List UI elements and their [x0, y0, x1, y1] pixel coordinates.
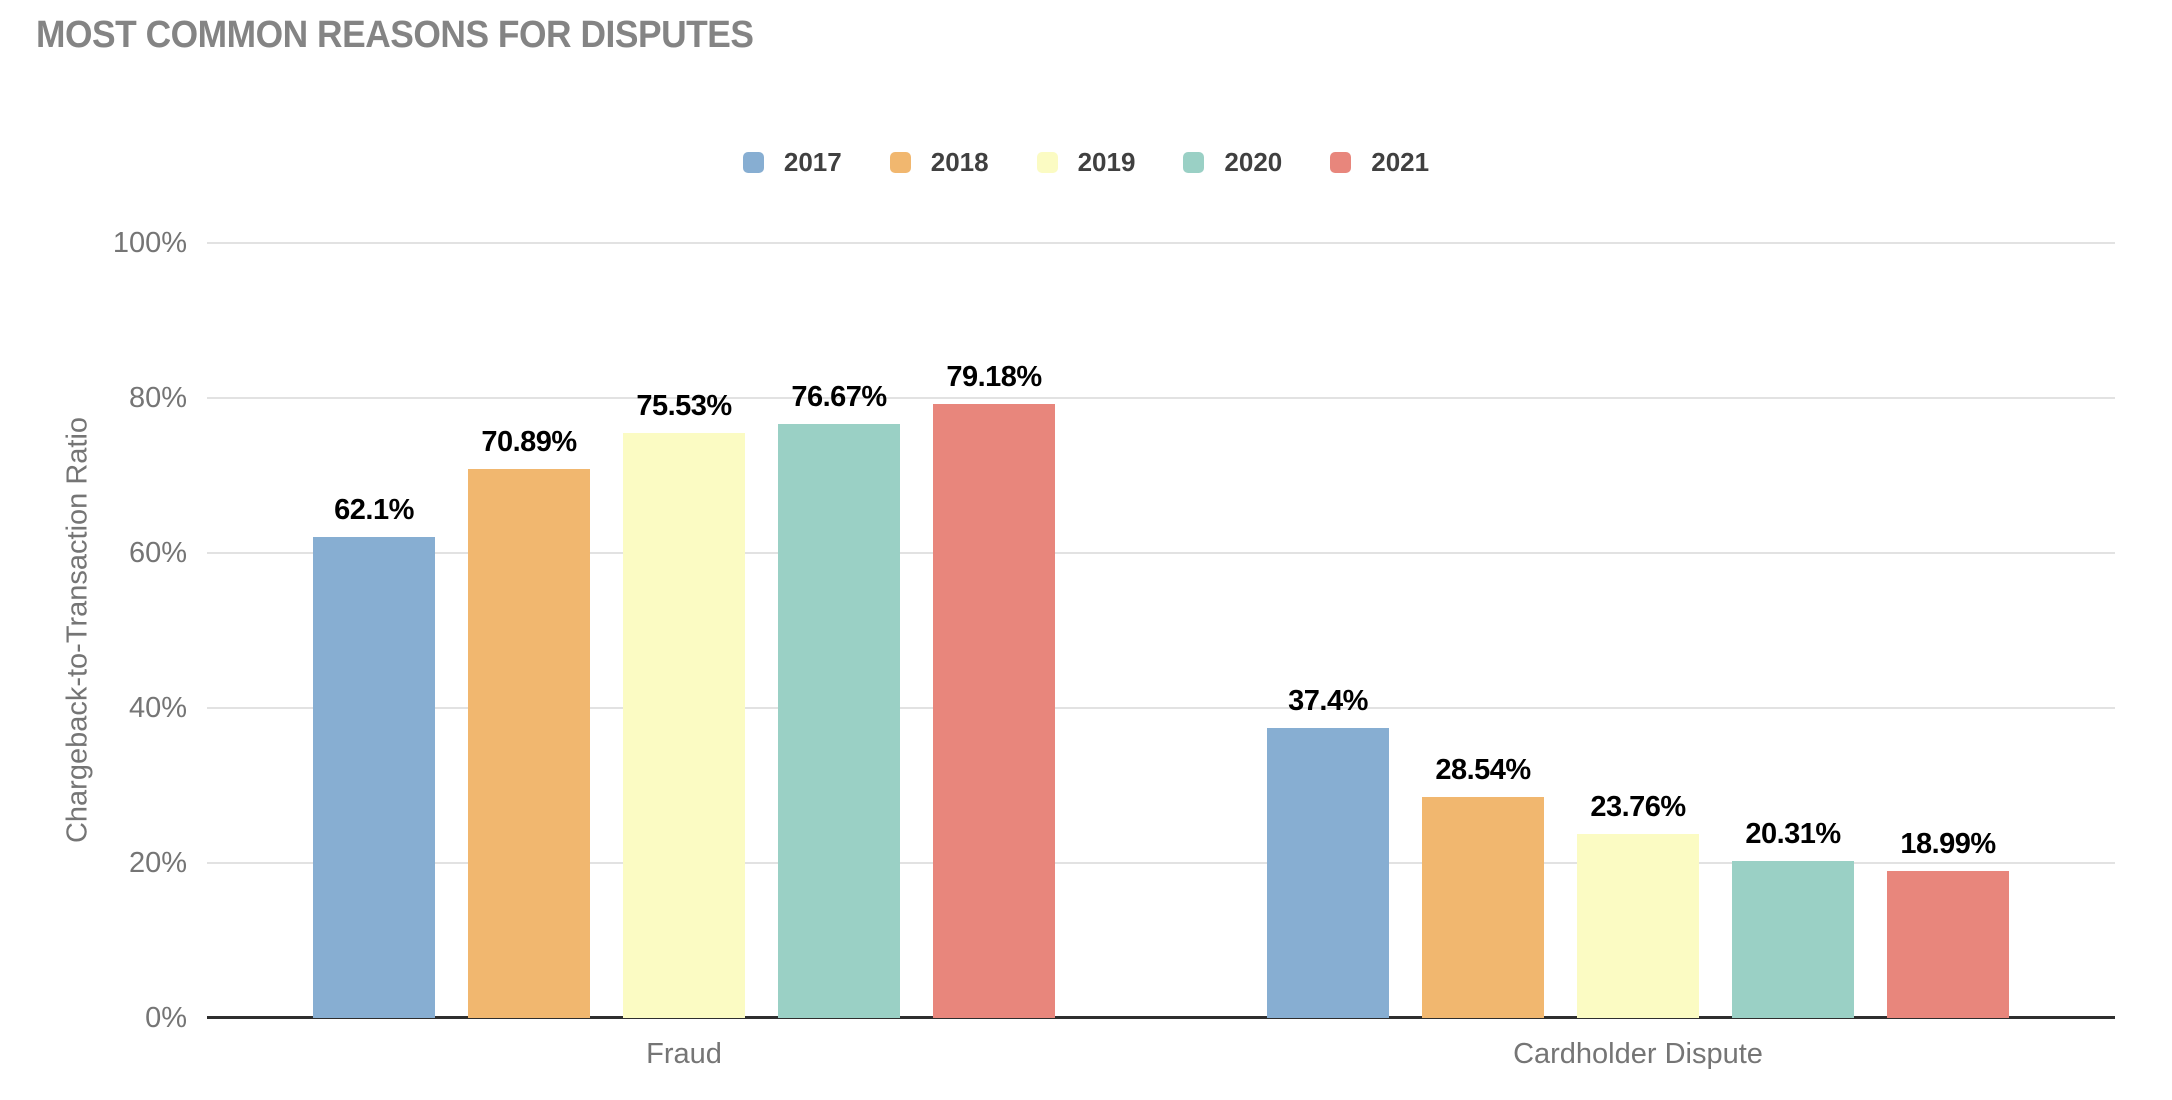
- bar-fraud-2018[interactable]: [468, 468, 590, 1018]
- bar-fraud-2019[interactable]: [623, 432, 745, 1018]
- bar-value-label-cardholder-dispute-2018: 28.54%: [1435, 753, 1531, 786]
- legend-item-label: 2018: [930, 147, 989, 177]
- legend-item-2017[interactable]: 2017: [742, 147, 842, 178]
- bar-cardholder-dispute-2020[interactable]: [1732, 860, 1854, 1018]
- legend-item-2020[interactable]: 2020: [1183, 147, 1282, 178]
- legend-swatch-icon: [1036, 152, 1058, 173]
- y-tick-label: 20%: [128, 847, 187, 879]
- bar-fraud-2020[interactable]: [778, 423, 900, 1018]
- legend-swatch-icon: [742, 152, 764, 173]
- y-axis-title: Chargeback-to-Transaction Ratio: [61, 416, 94, 844]
- bar-value-label-fraud-2020: 76.67%: [791, 380, 887, 413]
- bar-value-label-cardholder-dispute-2021: 18.99%: [1900, 827, 1996, 860]
- x-axis-line: [207, 1016, 2115, 1019]
- category-label-fraud: Fraud: [646, 1038, 722, 1070]
- legend-swatch-icon: [1183, 152, 1205, 173]
- gridline-100: [207, 242, 2115, 244]
- bar-value-label-cardholder-dispute-2020: 20.31%: [1745, 817, 1841, 850]
- gridline-80: [207, 397, 2115, 399]
- bar-value-label-cardholder-dispute-2019: 23.76%: [1590, 790, 1686, 823]
- y-tick-label: 80%: [128, 382, 187, 414]
- legend-swatch-icon: [889, 152, 911, 173]
- legend-item-2019[interactable]: 2019: [1036, 147, 1136, 178]
- bar-fraud-2021[interactable]: [933, 404, 1055, 1018]
- legend-item-label: 2021: [1371, 147, 1430, 177]
- bar-value-label-cardholder-dispute-2017: 37.4%: [1288, 685, 1368, 718]
- y-tick-label: 60%: [128, 537, 187, 569]
- bar-value-label-fraud-2019: 75.53%: [636, 389, 732, 422]
- legend-item-label: 2017: [783, 147, 842, 177]
- y-tick-label: 100%: [112, 227, 187, 259]
- legend-item-2021[interactable]: 2021: [1330, 147, 1429, 178]
- bar-fraud-2017[interactable]: [313, 536, 435, 1018]
- bar-value-label-fraud-2018: 70.89%: [481, 425, 577, 458]
- legend-swatch-icon: [1330, 152, 1352, 173]
- y-tick-label: 0%: [145, 1002, 187, 1034]
- bar-cardholder-dispute-2019[interactable]: [1577, 833, 1699, 1018]
- bar-value-label-fraud-2017: 62.1%: [334, 493, 414, 526]
- legend-item-2018[interactable]: 2018: [889, 147, 989, 178]
- y-tick-label: 40%: [128, 692, 187, 724]
- gridline-60: [207, 552, 2115, 554]
- category-label-cardholder-dispute: Cardholder Dispute: [1513, 1038, 1763, 1070]
- gridline-40: [207, 707, 2115, 709]
- gridline-20: [207, 862, 2115, 864]
- bar-cardholder-dispute-2017[interactable]: [1267, 728, 1389, 1018]
- legend: 2017 2018 2019 2020 2021: [0, 147, 2172, 178]
- legend-item-label: 2019: [1077, 147, 1136, 177]
- plot-area: 0% 20% 40% 60% 80% 100% Fraud 62.1% 70.89% 75.53%…: [113, 227, 2115, 1070]
- bar-value-label-fraud-2021: 79.18%: [946, 361, 1042, 394]
- legend-item-label: 2020: [1224, 147, 1283, 177]
- bar-cardholder-dispute-2018[interactable]: [1422, 796, 1544, 1018]
- bar-cardholder-dispute-2021[interactable]: [1887, 870, 2009, 1018]
- chart-title: MOST COMMON REASONS FOR DISPUTES: [36, 14, 754, 56]
